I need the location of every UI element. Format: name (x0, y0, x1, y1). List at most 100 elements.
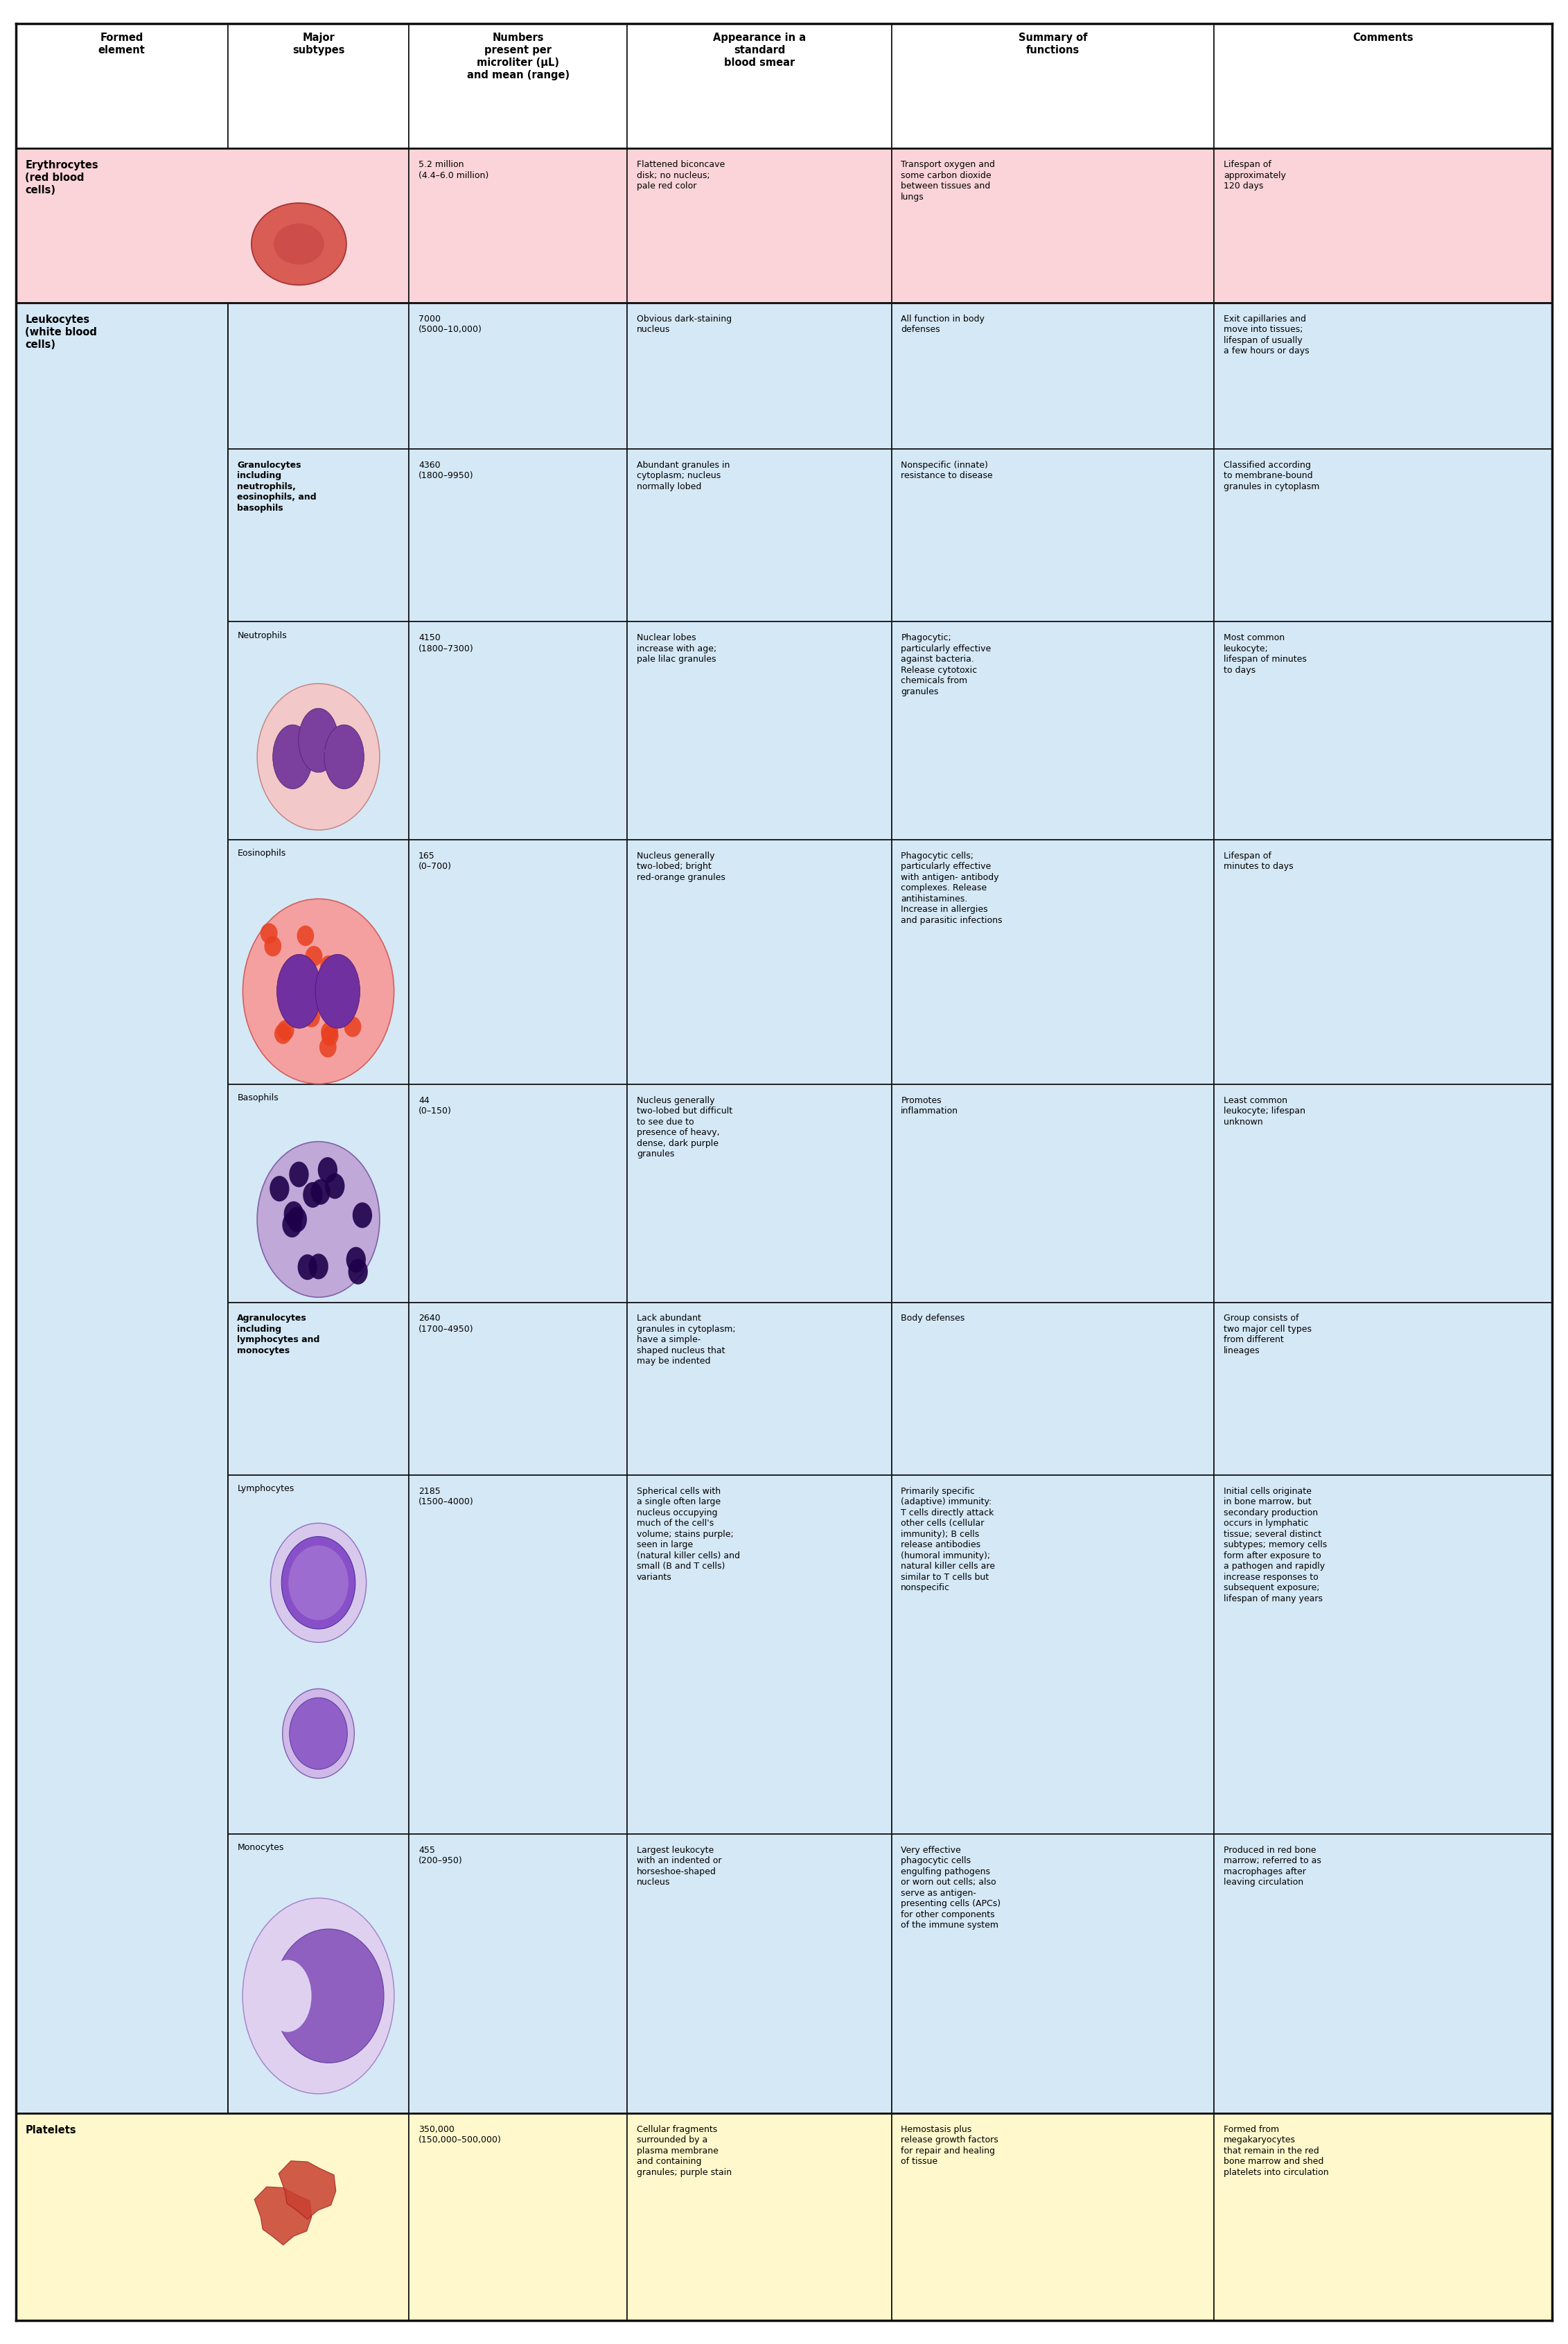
Ellipse shape (257, 1142, 379, 1296)
Bar (1214, 1474, 1552, 1833)
Ellipse shape (348, 1259, 368, 1285)
Bar (627, 148, 892, 302)
Bar (1214, 1085, 1552, 1303)
Bar (1214, 148, 1552, 302)
Bar (892, 148, 1214, 302)
Text: Phagocytic;
particularly effective
against bacteria.
Release cytotoxic
chemicals: Phagocytic; particularly effective again… (902, 633, 991, 696)
Bar (892, 23, 1214, 148)
Text: Summary of
functions: Summary of functions (1019, 33, 1087, 56)
Ellipse shape (282, 1688, 354, 1779)
Ellipse shape (270, 1177, 289, 1202)
Bar (892, 1474, 1214, 1833)
Ellipse shape (315, 954, 361, 1029)
Ellipse shape (265, 935, 281, 956)
Bar (16, 148, 409, 302)
Text: Spherical cells with
a single often large
nucleus occupying
much of the cell's
v: Spherical cells with a single often larg… (637, 1486, 740, 1582)
Bar (627, 1085, 892, 1303)
Text: Numbers
present per
microliter (μL)
and mean (range): Numbers present per microliter (μL) and … (467, 33, 569, 80)
Bar (409, 839, 627, 1085)
Text: 2640
(1700–4950): 2640 (1700–4950) (419, 1315, 474, 1334)
Text: Produced in red bone
marrow; referred to as
macrophages after
leaving circulatio: Produced in red bone marrow; referred to… (1223, 1845, 1322, 1887)
Bar (409, 2114, 627, 2321)
Text: Largest leukocyte
with an indented or
horseshoe-shaped
nucleus: Largest leukocyte with an indented or ho… (637, 1845, 721, 1887)
Text: Formed from
megakaryocytes
that remain in the red
bone marrow and shed
platelets: Formed from megakaryocytes that remain i… (1223, 2126, 1328, 2178)
Bar (892, 621, 1214, 839)
Text: Agranulocytes
including
lymphocytes and
monocytes: Agranulocytes including lymphocytes and … (237, 1315, 320, 1355)
Ellipse shape (257, 684, 379, 830)
Ellipse shape (287, 1207, 307, 1233)
Text: 4360
(1800–9950): 4360 (1800–9950) (419, 459, 474, 481)
Text: Very effective
phagocytic cells
engulfing pathogens
or worn out cells; also
serv: Very effective phagocytic cells engulfin… (902, 1845, 1000, 1929)
Bar (1214, 302, 1552, 448)
Bar (1214, 448, 1552, 621)
Bar (409, 1085, 627, 1303)
Text: Lifespan of
approximately
120 days: Lifespan of approximately 120 days (1223, 159, 1286, 190)
Polygon shape (279, 2161, 336, 2220)
Ellipse shape (282, 1212, 303, 1238)
Bar (627, 839, 892, 1085)
Text: Basophils: Basophils (237, 1095, 279, 1102)
Bar (627, 302, 892, 448)
Ellipse shape (263, 1960, 312, 2032)
Ellipse shape (325, 724, 364, 790)
Text: Appearance in a
standard
blood smear: Appearance in a standard blood smear (713, 33, 806, 68)
Text: 7000
(5000–10,000): 7000 (5000–10,000) (419, 314, 481, 335)
Ellipse shape (282, 1538, 356, 1629)
Text: Monocytes: Monocytes (237, 1842, 284, 1852)
Ellipse shape (353, 1202, 372, 1228)
Text: Phagocytic cells;
particularly effective
with antigen- antibody
complexes. Relea: Phagocytic cells; particularly effective… (902, 851, 1002, 926)
Ellipse shape (347, 1247, 365, 1273)
Text: Least common
leukocyte; lifespan
unknown: Least common leukocyte; lifespan unknown (1223, 1097, 1306, 1127)
Text: Eosinophils: Eosinophils (237, 849, 285, 858)
Text: Neutrophils: Neutrophils (237, 631, 287, 640)
Text: 5.2 million
(4.4–6.0 million): 5.2 million (4.4–6.0 million) (419, 159, 489, 180)
Bar (892, 1303, 1214, 1474)
Text: Initial cells originate
in bone marrow, but
secondary production
occurs in lymph: Initial cells originate in bone marrow, … (1223, 1486, 1327, 1603)
Text: Granulocytes
including
neutrophils,
eosinophils, and
basophils: Granulocytes including neutrophils, eosi… (237, 459, 317, 513)
Ellipse shape (274, 223, 325, 265)
Ellipse shape (273, 724, 312, 790)
Ellipse shape (298, 1254, 317, 1280)
Text: Group consists of
two major cell types
from different
lineages: Group consists of two major cell types f… (1223, 1315, 1312, 1355)
Text: Cellular fragments
surrounded by a
plasma membrane
and containing
granules; purp: Cellular fragments surrounded by a plasm… (637, 2126, 732, 2178)
Bar (1214, 839, 1552, 1085)
Ellipse shape (271, 1524, 367, 1643)
Text: 4150
(1800–7300): 4150 (1800–7300) (419, 633, 474, 654)
Text: Exit capillaries and
move into tissues;
lifespan of usually
a few hours or days: Exit capillaries and move into tissues; … (1223, 314, 1309, 356)
Bar (409, 23, 627, 148)
Bar (627, 621, 892, 839)
Bar (16, 23, 227, 148)
Text: Nonspecific (innate)
resistance to disease: Nonspecific (innate) resistance to disea… (902, 459, 993, 481)
Text: 455
(200–950): 455 (200–950) (419, 1845, 463, 1866)
Text: Classified according
to membrane-bound
granules in cytoplasm: Classified according to membrane-bound g… (1223, 459, 1320, 490)
Bar (409, 148, 627, 302)
Ellipse shape (320, 956, 337, 975)
Text: Major
subtypes: Major subtypes (292, 33, 345, 56)
Text: Flattened biconcave
disk; no nucleus;
pale red color: Flattened biconcave disk; no nucleus; pa… (637, 159, 724, 190)
Text: Obvious dark-staining
nucleus: Obvious dark-staining nucleus (637, 314, 732, 335)
Ellipse shape (320, 1036, 337, 1057)
Bar (227, 839, 409, 1085)
Ellipse shape (310, 1179, 331, 1205)
Ellipse shape (290, 977, 307, 999)
Bar (1214, 23, 1552, 148)
Ellipse shape (243, 1899, 394, 2093)
Text: Nucleus generally
two-lobed but difficult
to see due to
presence of heavy,
dense: Nucleus generally two-lobed but difficul… (637, 1097, 732, 1158)
Text: Promotes
inflammation: Promotes inflammation (902, 1097, 958, 1116)
Text: Hemostasis plus
release growth factors
for repair and healing
of tissue: Hemostasis plus release growth factors f… (902, 2126, 999, 2166)
Text: Most common
leukocyte;
lifespan of minutes
to days: Most common leukocyte; lifespan of minut… (1223, 633, 1306, 675)
Text: Erythrocytes
(red blood
cells): Erythrocytes (red blood cells) (25, 159, 99, 195)
Bar (892, 2114, 1214, 2321)
Ellipse shape (343, 1017, 361, 1036)
Ellipse shape (303, 1181, 323, 1207)
Text: Nuclear lobes
increase with age;
pale lilac granules: Nuclear lobes increase with age; pale li… (637, 633, 717, 663)
Bar (227, 1303, 409, 1474)
Ellipse shape (289, 1163, 309, 1188)
Bar (227, 1085, 409, 1303)
Ellipse shape (321, 1022, 339, 1043)
Bar (892, 839, 1214, 1085)
Ellipse shape (284, 1200, 304, 1226)
Ellipse shape (278, 1020, 295, 1041)
Text: Abundant granules in
cytoplasm; nucleus
normally lobed: Abundant granules in cytoplasm; nucleus … (637, 459, 729, 490)
Bar (892, 302, 1214, 448)
